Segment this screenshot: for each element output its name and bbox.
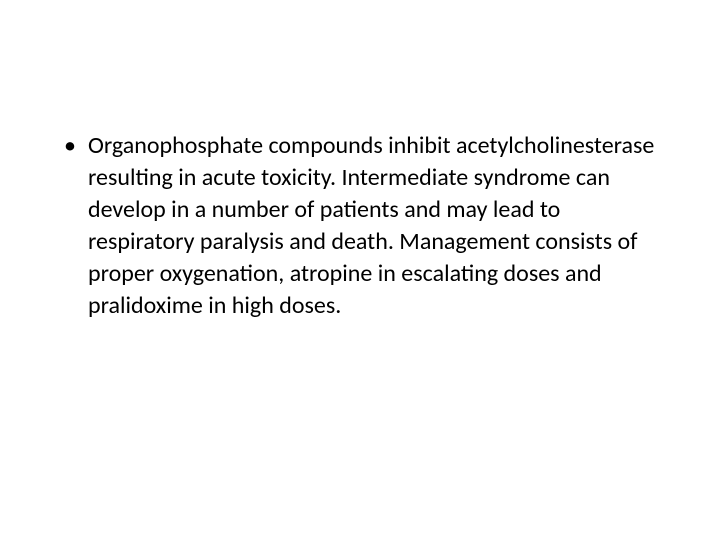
bullet-marker-icon: • — [60, 130, 88, 162]
bullet-text: Organophosphate compounds inhibit acetyl… — [88, 130, 660, 322]
slide: • Organophosphate compounds inhibit acet… — [0, 0, 720, 540]
bullet-list: • Organophosphate compounds inhibit acet… — [60, 130, 660, 322]
list-item: • Organophosphate compounds inhibit acet… — [60, 130, 660, 322]
